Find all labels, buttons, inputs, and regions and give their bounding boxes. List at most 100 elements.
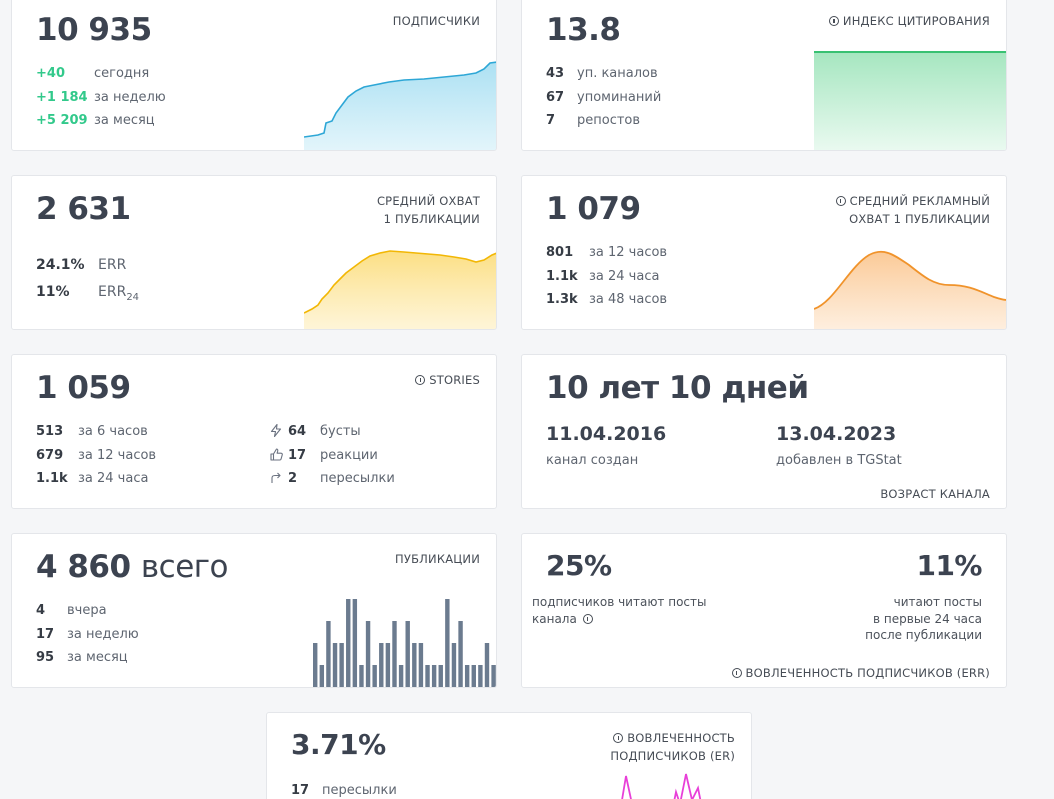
publications-card[interactable]: 4 860 всего ПУБЛИКАЦИИ 4 вчера 17 за недел… (11, 533, 497, 688)
question-circle-icon[interactable] (415, 375, 426, 385)
stories-card[interactable]: 1 059 STORIES 513 за 6 часов 679 за 12 час… (11, 354, 497, 509)
publications-bar (431, 665, 437, 687)
question-circle-icon[interactable] (582, 613, 593, 624)
citation-reposts-row: 7 репостов (546, 109, 661, 133)
question-circle-icon[interactable] (613, 733, 624, 743)
err-label-wrap[interactable]: ВОВЛЕЧЕННОСТЬ ПОДПИСЧИКОВ (ERR) (731, 664, 990, 682)
citation-reposts-label: репостов (577, 113, 641, 128)
publications-bar (326, 621, 331, 687)
ad-reach-24h-row: 1.1k за 24 часа (546, 265, 667, 289)
reach-err24-sub: 24 (126, 292, 140, 303)
err-left-value: 25% (546, 549, 612, 582)
stories-12h-num: 679 (36, 447, 64, 463)
citation-card[interactable]: 13.8 ИНДЕКС ЦИТИРОВАНИЯ 43 уп. каналов 67… (521, 0, 1007, 151)
citation-sparkline (814, 51, 1006, 150)
stories-6h-label: за 6 часов (78, 424, 148, 439)
question-circle-icon[interactable] (835, 196, 846, 206)
stories-forwards-num: 2 (288, 471, 298, 486)
channel-age-value: 10 лет 10 дней (546, 370, 809, 406)
stories-reactions-label: реакции (320, 447, 378, 463)
subscribers-week-label: за неделю (94, 89, 166, 105)
er-forwards-num: 17 (291, 783, 310, 798)
er-sparkline (621, 773, 702, 799)
ad-reach-label-line1: СРЕДНИЙ РЕКЛАМНЫЙ (849, 194, 990, 208)
err-left-line2: канала (532, 611, 577, 626)
publications-bar (346, 599, 351, 687)
publications-bar (365, 621, 371, 687)
citation-label-wrap[interactable]: ИНДЕКС ЦИТИРОВАНИЯ (828, 12, 990, 30)
publications-week-label: за неделю (67, 626, 139, 642)
publications-week-num: 17 (36, 626, 55, 642)
reach-label-line2: 1 ПУБЛИКАЦИИ (383, 212, 480, 226)
stories-value: 1 059 (36, 370, 131, 406)
ad-reach-12h-num: 801 (546, 245, 574, 260)
stories-label: STORIES (429, 373, 480, 387)
subscribers-sparkline (304, 61, 496, 150)
err-left-line1: подписчиков читают посты (532, 595, 707, 609)
publications-bar (464, 665, 470, 687)
subscribers-month-num: +5 209 (36, 113, 88, 128)
forward-icon (271, 472, 281, 483)
stories-forwards-label: пересылки (320, 471, 395, 486)
stories-boosts-label: бусты (320, 424, 361, 439)
publications-bar (478, 665, 483, 687)
publications-bar (412, 643, 417, 687)
question-circle-icon[interactable] (731, 668, 742, 678)
reach-err-row: 24.1% ERR (36, 252, 139, 279)
publications-yesterday-label: вчера (67, 603, 107, 618)
ad-reach-48h-label: за 48 часов (589, 292, 668, 307)
er-card[interactable]: 3.71% ВОВЛЕЧЕННОСТЬ ПОДПИСЧИКОВ (ER) 17 пе… (266, 712, 752, 799)
publications-bar (458, 621, 463, 687)
ad-reach-label[interactable]: СРЕДНИЙ РЕКЛАМНЫЙ ОХВАТ 1 ПУБЛИКАЦИИ (835, 192, 990, 228)
stories-forwards-row: 2 пересылки (270, 467, 395, 491)
er-label-line2: ПОДПИСЧИКОВ (ER) (610, 749, 735, 763)
citation-reposts-num: 7 (546, 113, 556, 128)
publications-bar (339, 643, 344, 687)
publications-month-row: 95 за месяц (36, 646, 139, 670)
ad-reach-value: 1 079 (546, 191, 641, 227)
err-right-description: читают посты в первые 24 часа после публ… (865, 594, 982, 644)
stories-24h-row: 1.1k за 24 часа (36, 467, 156, 491)
err-card[interactable]: 25% 11% подписчиков читают посты канала … (521, 533, 1007, 688)
publications-bar (471, 665, 476, 687)
publications-bar (445, 599, 450, 687)
reach-err24-num: 11% (36, 284, 70, 300)
publications-bar (385, 643, 391, 687)
publications-bar-chart (313, 599, 496, 687)
subscribers-card[interactable]: 10 935 ПОДПИСЧИКИ +40 сегодня +1 184 за не… (11, 0, 497, 151)
stories-boosts-num: 64 (288, 424, 307, 439)
channel-created-date: 11.04.2016 (546, 423, 667, 445)
citation-channels-row: 43 уп. каналов (546, 62, 661, 86)
stories-label-wrap[interactable]: STORIES (415, 371, 480, 389)
subscribers-value: 10 935 (36, 12, 152, 48)
channel-added-date: 13.04.2023 (776, 423, 897, 445)
stories-reactions-num: 17 (288, 447, 307, 463)
boost-icon (270, 423, 282, 438)
channel-added-label: добавлен в TGStat (776, 453, 902, 468)
citation-label: ИНДЕКС ЦИТИРОВАНИЯ (842, 14, 990, 28)
publications-bar (352, 599, 358, 687)
citation-mentions-row: 67 упоминаний (546, 86, 661, 110)
publications-label: ПУБЛИКАЦИИ (395, 552, 480, 566)
publications-value: 4 860 всего (36, 549, 229, 585)
channel-age-card[interactable]: 10 лет 10 дней 11.04.2016 канал создан 1… (521, 354, 1007, 509)
stories-reactions-row: 17 реакции (270, 444, 395, 468)
publications-bar (491, 665, 496, 687)
stories-6h-num: 513 (36, 424, 64, 439)
stories-24h-num: 1.1k (36, 471, 68, 486)
stories-24h-label: за 24 часа (78, 471, 149, 486)
err-left-description: подписчиков читают посты канала (532, 594, 706, 627)
channel-age-label: ВОЗРАСТ КАНАЛА (880, 487, 990, 501)
ad-reach-card[interactable]: 1 079 СРЕДНИЙ РЕКЛАМНЫЙ ОХВАТ 1 ПУБЛИКАЦИ… (521, 175, 1007, 330)
publications-week-row: 17 за неделю (36, 623, 139, 647)
publications-bar (451, 643, 457, 687)
ad-reach-24h-label: за 24 часа (589, 268, 660, 284)
reach-card[interactable]: 2 631 СРЕДНИЙ ОХВАТ 1 ПУБЛИКАЦИИ 24.1% ERR… (11, 175, 497, 330)
ad-reach-12h-row: 801 за 12 часов (546, 241, 667, 265)
publications-yesterday-num: 4 (36, 603, 46, 618)
stories-6h-row: 513 за 6 часов (36, 420, 156, 444)
question-circle-icon[interactable] (828, 16, 839, 26)
publications-month-num: 95 (36, 650, 55, 665)
publications-bar (405, 621, 410, 687)
er-label[interactable]: ВОВЛЕЧЕННОСТЬ ПОДПИСЧИКОВ (ER) (610, 729, 735, 765)
